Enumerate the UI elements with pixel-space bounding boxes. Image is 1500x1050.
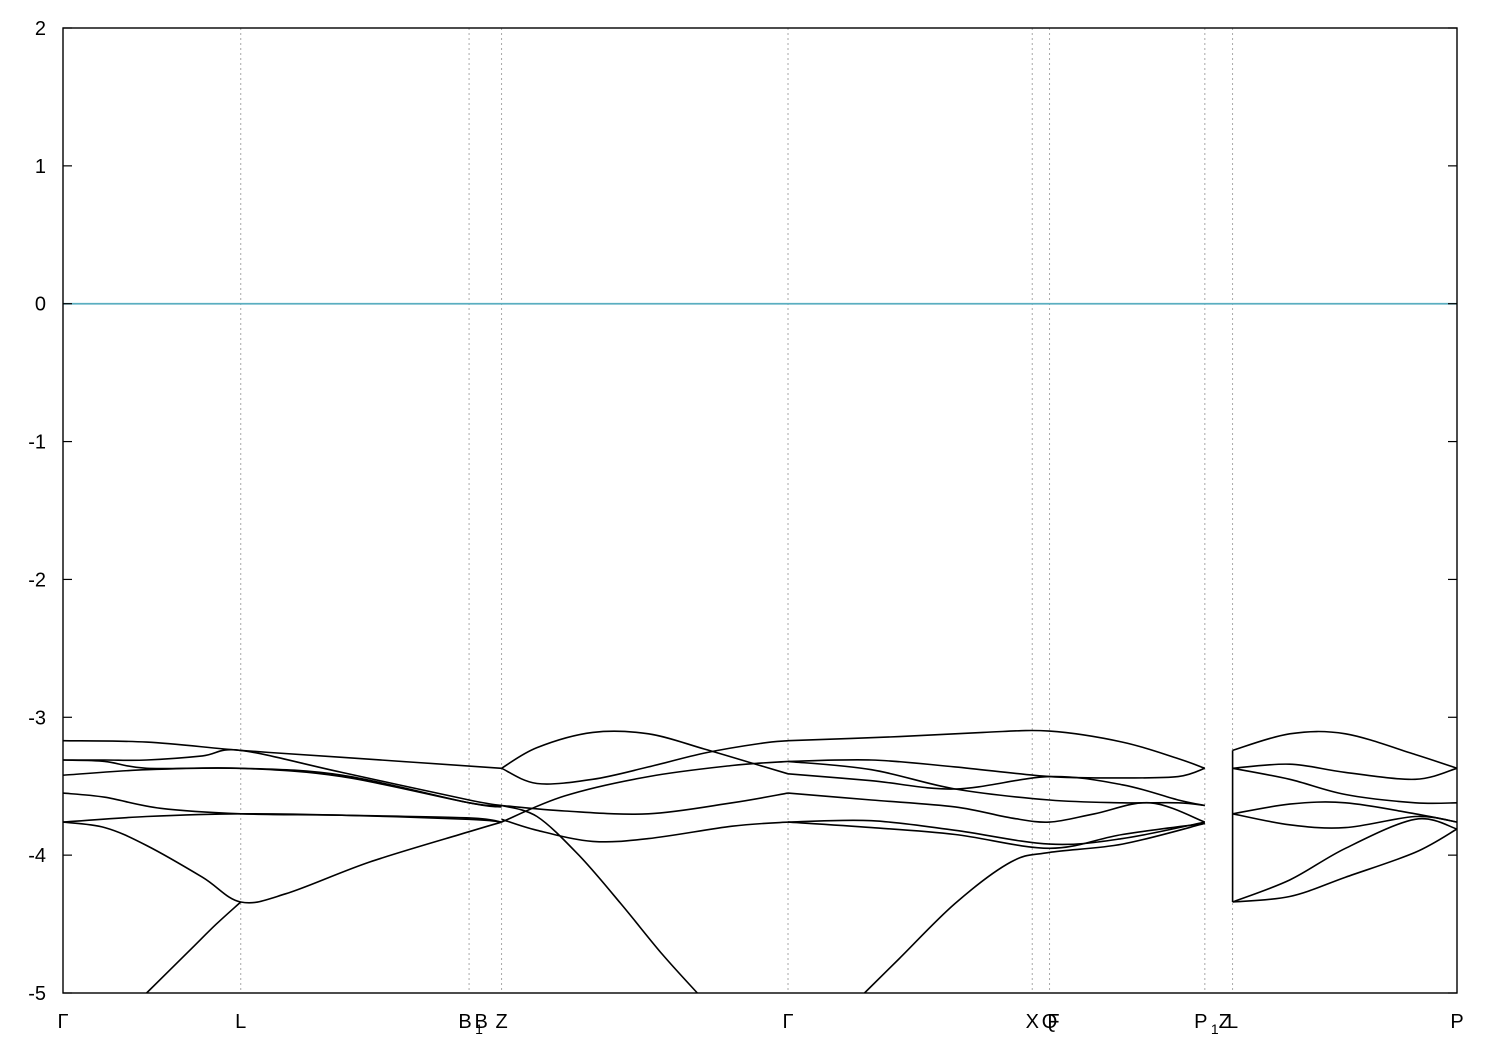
y-tick-label: 0 bbox=[35, 294, 46, 316]
plot-frame bbox=[62, 27, 1458, 994]
band-line-24 bbox=[1232, 763, 1458, 781]
band-line-27 bbox=[1232, 813, 1458, 829]
kpoint-label-8: F bbox=[1047, 1011, 1059, 1033]
y-axis-ticks: 2 1 0 -1 -2 -3 -4 -5 bbox=[28, 18, 1457, 1005]
band-line-1 bbox=[62, 748, 502, 807]
band-line-29 bbox=[1232, 828, 1458, 903]
kpoint-label-10: Z bbox=[1219, 1011, 1231, 1033]
band-line-17 bbox=[787, 760, 1205, 807]
band-line-23 bbox=[1232, 730, 1458, 770]
x-axis-kpoint-labels: Γ L B 1B Z Γ X QF P 1 ZL P bbox=[57, 1011, 1463, 1037]
y-tick-label: 2 bbox=[35, 18, 46, 40]
band-line-12 bbox=[501, 792, 789, 815]
y-tick-label: -5 bbox=[28, 983, 46, 1005]
y-tick-label: -2 bbox=[28, 569, 46, 591]
band-line-5 bbox=[62, 812, 502, 823]
band-line-9 bbox=[501, 730, 789, 775]
band-line-13 bbox=[501, 818, 789, 843]
kpoint-label-4: Z bbox=[495, 1011, 507, 1033]
band-line-21 bbox=[863, 822, 1205, 994]
band-line-15 bbox=[787, 758, 1206, 779]
band-line-3 bbox=[62, 759, 502, 807]
y-tick-label: -3 bbox=[28, 707, 46, 729]
band-line-0 bbox=[62, 739, 502, 770]
kpoint-label-6: X bbox=[1026, 1011, 1039, 1033]
band-line-18 bbox=[787, 792, 1206, 823]
kpoint-label-9: P bbox=[1194, 1011, 1207, 1033]
band-line-8 bbox=[501, 804, 698, 994]
kpoint-label-2: B bbox=[458, 1011, 471, 1033]
band-line-6 bbox=[62, 821, 502, 904]
y-tick-label: -1 bbox=[28, 432, 46, 454]
band-line-14 bbox=[787, 729, 1206, 770]
band-line-25 bbox=[1232, 767, 1458, 805]
kpoint-label-12: P bbox=[1450, 1011, 1463, 1033]
band-line-11 bbox=[501, 760, 789, 823]
band-line-10 bbox=[501, 739, 789, 785]
kpoint-label-0: Γ bbox=[57, 1011, 68, 1033]
band-series bbox=[62, 729, 1458, 994]
kpoint-label-sub-2: 1 bbox=[475, 1021, 483, 1037]
kpoint-label-7: Q bbox=[1042, 1011, 1058, 1033]
band-line-7 bbox=[146, 901, 242, 994]
kpoint-label-11: L bbox=[1227, 1011, 1238, 1033]
band-line-16 bbox=[787, 773, 1205, 807]
band-line-19 bbox=[787, 819, 1205, 846]
kpoint-label-3: B bbox=[475, 1011, 488, 1033]
kpoint-divider-lines bbox=[240, 28, 1234, 993]
kpoint-label-5: Γ bbox=[783, 1011, 794, 1033]
kpoint-label-sub-9: 1 bbox=[1211, 1021, 1219, 1037]
band-line-2 bbox=[62, 767, 502, 808]
kpoint-label-1: L bbox=[235, 1011, 246, 1033]
band-line-20 bbox=[787, 821, 1205, 850]
band-line-28 bbox=[1232, 817, 1458, 903]
y-tick-label: 1 bbox=[35, 156, 46, 178]
y-tick-label: -4 bbox=[28, 845, 46, 867]
